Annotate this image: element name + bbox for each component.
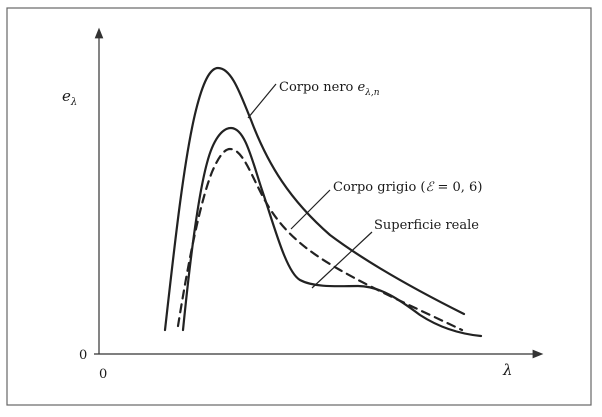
grey-body-label-symbol: ℰ (425, 180, 434, 195)
grey-body-label: Corpo grigio (ℰ = 0, 6) (333, 180, 482, 195)
y-axis-label-subscript: λ (70, 97, 77, 108)
real-surface-curve (181, 126, 483, 338)
black-body-curve (163, 66, 466, 332)
grey-body-leader (290, 189, 331, 230)
black-body-leader (247, 83, 277, 119)
y-axis-label-main: e (62, 87, 71, 105)
black-body-label-symbol: e (358, 80, 366, 95)
real-surface-leader (311, 231, 373, 289)
grey-body-label-text: Corpo grigio ( (333, 180, 425, 195)
grey-body-curve (176, 147, 464, 332)
y-origin-label: 0 (79, 348, 87, 363)
real-surface-label: Superficie reale (374, 218, 479, 233)
x-axis-label: λ (502, 361, 513, 379)
black-body-label-subscript: λ,n (364, 88, 380, 98)
y-axis-label: eλ (62, 87, 77, 108)
black-body-label: Corpo nero eλ,n (279, 80, 380, 98)
figure-frame (6, 7, 592, 406)
x-origin-label: 0 (99, 367, 107, 382)
black-body-label-text: Corpo nero (279, 80, 358, 95)
grey-body-label-value: = 0, 6) (433, 180, 482, 195)
